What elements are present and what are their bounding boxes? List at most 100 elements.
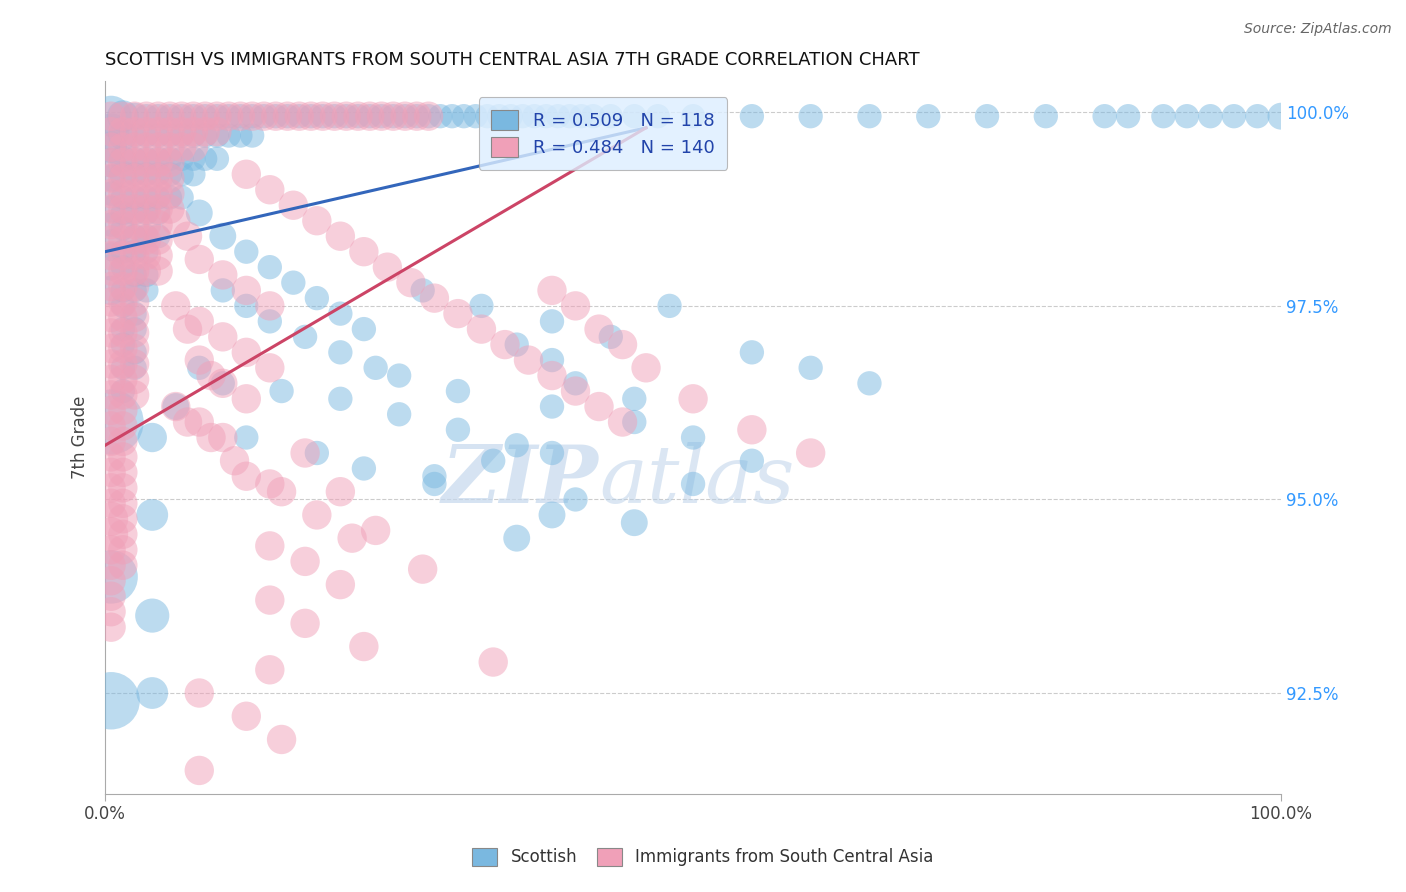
Point bbox=[194, 125, 217, 139]
Point bbox=[423, 469, 446, 483]
Point bbox=[205, 109, 228, 123]
Point bbox=[111, 542, 134, 557]
Point bbox=[111, 527, 134, 541]
Point bbox=[224, 454, 246, 468]
Point bbox=[347, 109, 370, 123]
Point bbox=[299, 109, 322, 123]
Point bbox=[741, 109, 763, 123]
Point bbox=[259, 260, 281, 275]
Point bbox=[599, 330, 621, 344]
Text: ZIP: ZIP bbox=[441, 442, 599, 519]
Point bbox=[100, 310, 122, 325]
Point bbox=[111, 342, 134, 356]
Point bbox=[682, 109, 704, 123]
Point bbox=[159, 128, 181, 143]
Point bbox=[858, 376, 880, 391]
Point bbox=[423, 477, 446, 491]
Point bbox=[170, 140, 193, 154]
Point bbox=[100, 218, 122, 232]
Point bbox=[111, 109, 134, 123]
Point bbox=[111, 326, 134, 340]
Point bbox=[259, 360, 281, 375]
Point bbox=[623, 415, 645, 429]
Point bbox=[111, 310, 134, 325]
Point bbox=[218, 128, 240, 143]
Point bbox=[218, 109, 240, 123]
Point bbox=[264, 109, 287, 123]
Point bbox=[564, 384, 586, 398]
Point bbox=[564, 299, 586, 313]
Point bbox=[211, 376, 233, 391]
Point bbox=[370, 109, 392, 123]
Point bbox=[283, 198, 305, 212]
Point bbox=[135, 268, 157, 282]
Point bbox=[165, 400, 187, 414]
Point bbox=[135, 190, 157, 204]
Legend: Scottish, Immigrants from South Central Asia: Scottish, Immigrants from South Central … bbox=[464, 839, 942, 875]
Point bbox=[100, 109, 122, 123]
Point bbox=[283, 276, 305, 290]
Point bbox=[429, 109, 451, 123]
Point bbox=[135, 244, 157, 259]
Point bbox=[135, 140, 157, 154]
Point bbox=[453, 109, 475, 123]
Text: Source: ZipAtlas.com: Source: ZipAtlas.com bbox=[1244, 22, 1392, 37]
Point bbox=[111, 434, 134, 449]
Point bbox=[111, 418, 134, 433]
Point bbox=[441, 109, 464, 123]
Point bbox=[482, 454, 505, 468]
Point bbox=[240, 128, 263, 143]
Point bbox=[111, 140, 134, 154]
Point bbox=[159, 152, 181, 166]
Point bbox=[124, 125, 146, 139]
Point bbox=[488, 109, 510, 123]
Point bbox=[183, 152, 205, 166]
Point bbox=[124, 140, 146, 154]
Legend: R = 0.509   N = 118, R = 0.484   N = 140: R = 0.509 N = 118, R = 0.484 N = 140 bbox=[478, 97, 727, 169]
Point bbox=[194, 109, 217, 123]
Point bbox=[146, 152, 169, 166]
Point bbox=[188, 353, 211, 368]
Point bbox=[135, 233, 157, 247]
Point bbox=[135, 284, 157, 298]
Point bbox=[558, 109, 581, 123]
Point bbox=[200, 368, 222, 383]
Point bbox=[388, 407, 411, 421]
Point bbox=[235, 299, 257, 313]
Point bbox=[159, 186, 181, 201]
Point bbox=[100, 326, 122, 340]
Point bbox=[124, 345, 146, 359]
Point bbox=[100, 605, 122, 619]
Point bbox=[623, 392, 645, 406]
Point bbox=[124, 233, 146, 247]
Point bbox=[111, 171, 134, 186]
Point bbox=[276, 109, 298, 123]
Point bbox=[253, 109, 276, 123]
Point bbox=[205, 109, 228, 123]
Point bbox=[135, 248, 157, 262]
Point bbox=[124, 326, 146, 340]
Point bbox=[534, 109, 557, 123]
Point bbox=[658, 299, 681, 313]
Point bbox=[388, 368, 411, 383]
Point bbox=[100, 125, 122, 139]
Point bbox=[418, 109, 440, 123]
Point bbox=[183, 140, 205, 154]
Point bbox=[100, 466, 122, 480]
Point bbox=[100, 694, 122, 708]
Point bbox=[100, 186, 122, 201]
Point bbox=[259, 477, 281, 491]
Point bbox=[294, 616, 316, 631]
Point bbox=[111, 403, 134, 417]
Point bbox=[1175, 109, 1198, 123]
Point bbox=[541, 368, 564, 383]
Point bbox=[1094, 109, 1116, 123]
Point bbox=[329, 307, 352, 321]
Point bbox=[100, 620, 122, 634]
Point bbox=[211, 330, 233, 344]
Point bbox=[523, 109, 546, 123]
Point bbox=[124, 357, 146, 371]
Point bbox=[135, 264, 157, 278]
Point bbox=[141, 608, 163, 623]
Point bbox=[623, 516, 645, 530]
